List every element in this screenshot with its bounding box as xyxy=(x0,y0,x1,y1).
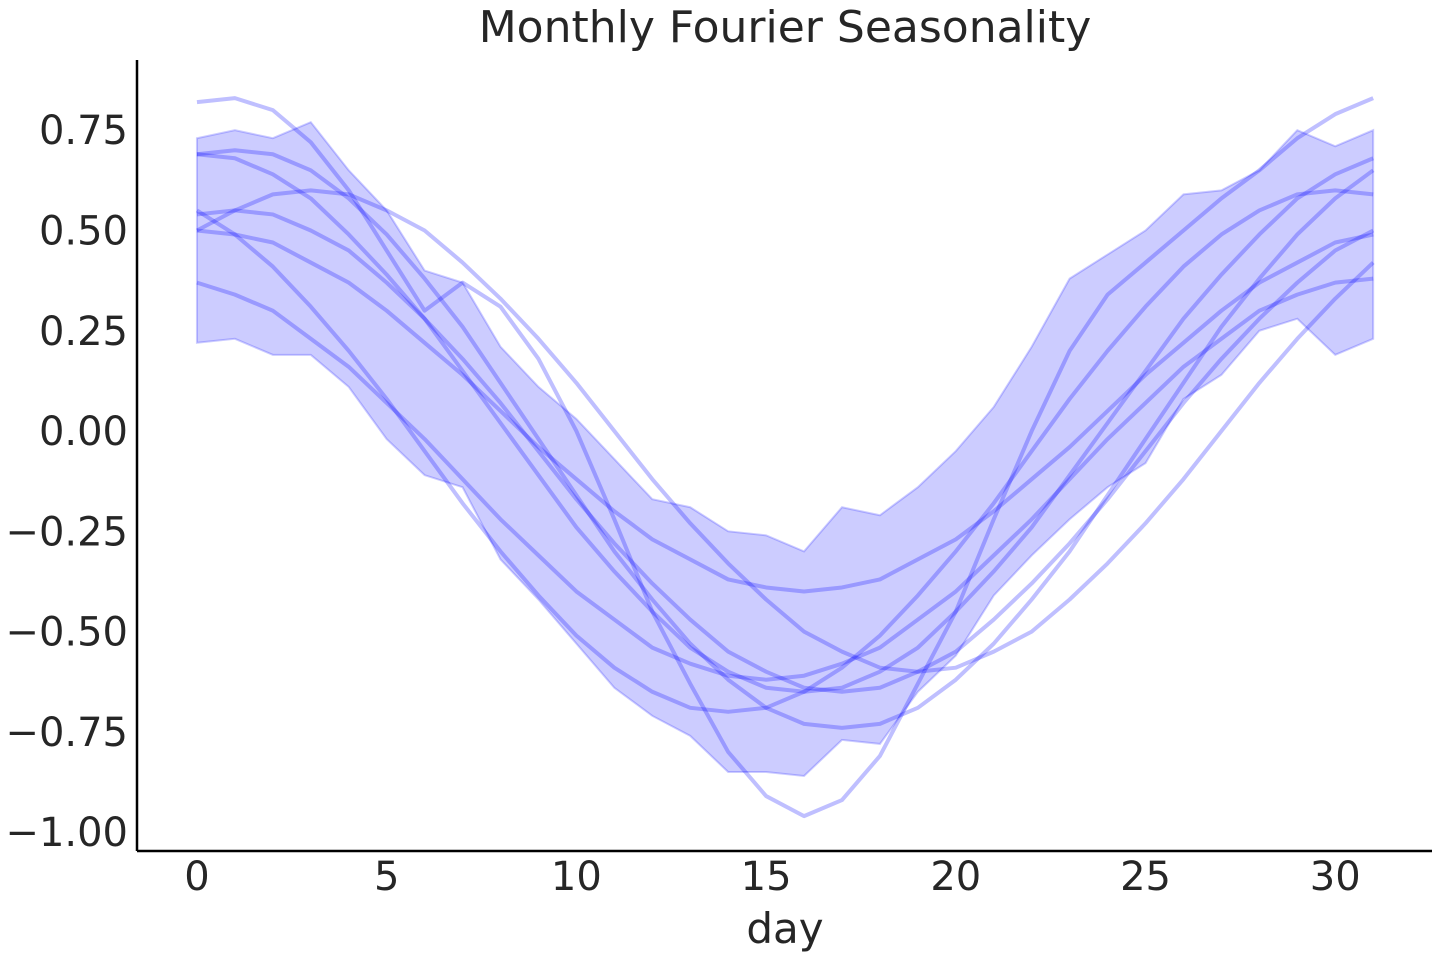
x-tick-label: 0 xyxy=(184,854,209,900)
y-tick-label: 0.25 xyxy=(39,309,128,355)
y-tick-label: −0.50 xyxy=(5,610,128,656)
chart-title: Monthly Fourier Seasonality xyxy=(479,2,1092,53)
x-tick-label: 25 xyxy=(1120,854,1171,900)
x-tick-label: 15 xyxy=(741,854,792,900)
x-tick-label: 10 xyxy=(551,854,602,900)
x-axis-label: day xyxy=(746,904,823,953)
sample-line-0 xyxy=(196,96,1374,819)
sample-line-2 xyxy=(196,208,1375,694)
sample-line-5 xyxy=(196,228,1374,594)
sample-line-1 xyxy=(196,152,1374,694)
sample-line-6 xyxy=(196,148,1375,730)
y-tick-label: 0.75 xyxy=(39,108,128,154)
plot-area xyxy=(195,96,1375,819)
axes: 0 5 10 15 20 25 30 −1.00 −0.75 −0.50 −0.25 0.00 0.25… xyxy=(5,60,1432,900)
y-tick-label: 0.50 xyxy=(39,208,128,254)
sample-line-7 xyxy=(196,276,1374,682)
y-tick-label: −0.75 xyxy=(5,710,128,756)
y-tick-label: −1.00 xyxy=(5,810,128,856)
x-tick-label: 5 xyxy=(374,854,399,900)
hdi-band xyxy=(195,120,1375,778)
y-tick-label: 0.00 xyxy=(39,409,128,455)
sample-line-3 xyxy=(195,188,1374,714)
x-tick-label: 30 xyxy=(1310,854,1361,900)
sample-line-4 xyxy=(196,188,1375,674)
y-tick-label: −0.25 xyxy=(5,509,128,555)
x-tick-label: 20 xyxy=(930,854,981,900)
